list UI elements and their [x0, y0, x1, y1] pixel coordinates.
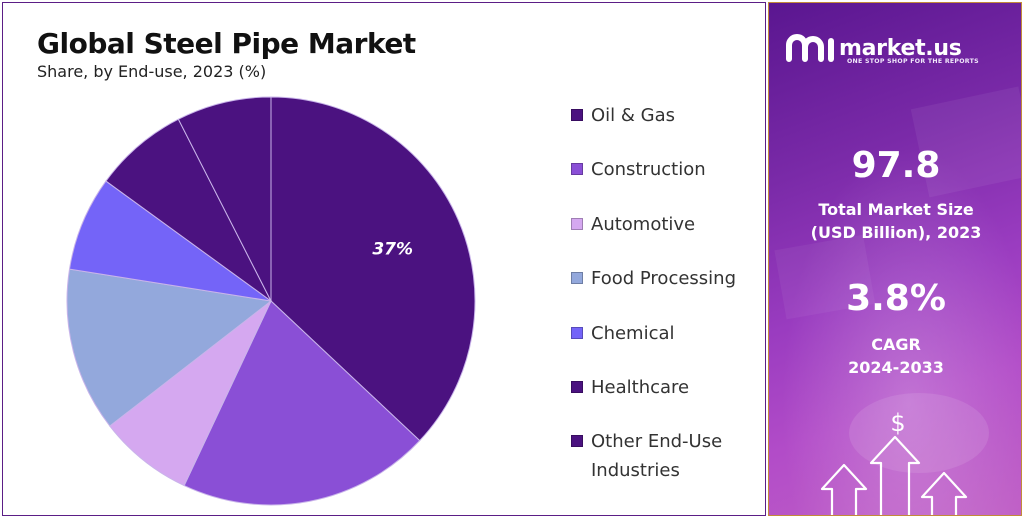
chart-panel: Global Steel Pipe Market Share, by End-u…	[2, 2, 766, 516]
brand-name: market.us	[839, 35, 962, 61]
legend-swatch	[571, 272, 583, 284]
pie-slice-healthcare	[105, 118, 272, 302]
legend-label: Oil & Gas	[591, 105, 676, 126]
pie-data-label: 37%	[372, 239, 413, 259]
legend-label: Automotive	[591, 214, 696, 235]
pie-chart: 37%	[66, 96, 476, 506]
pie-slice-oil-gas	[270, 96, 476, 442]
panel-background-decoration	[769, 3, 1021, 515]
legend-swatch	[571, 327, 583, 339]
pie-slice-chemical	[68, 180, 272, 302]
legend-swatch	[571, 163, 583, 175]
cagr-value: 3.8%	[846, 278, 946, 319]
legend-item: Oil & Gas	[571, 103, 761, 130]
market-us-logo-icon	[786, 34, 834, 62]
legend-swatch	[571, 435, 583, 447]
legend-item: Other End-Use Industries	[571, 429, 761, 485]
growth-arrows-icon: $	[820, 409, 968, 515]
pie-slice-automotive	[109, 300, 272, 487]
legend-swatch	[571, 218, 583, 230]
legend-swatch	[571, 109, 583, 121]
legend-item: Food Processing	[571, 266, 761, 293]
brand-tagline: ONE STOP SHOP FOR THE REPORTS	[847, 58, 979, 65]
market-size-label-line2: (USD Billion), 2023	[810, 223, 982, 242]
legend-item: Healthcare	[571, 375, 761, 402]
legend-item: Construction	[571, 157, 761, 184]
pie-slice-food-processing	[66, 268, 273, 427]
legend-item: Chemical	[571, 321, 761, 348]
legend-label: Healthcare	[591, 377, 690, 398]
market-size-label-line1: Total Market Size	[818, 200, 974, 219]
legend-label: Other End-Use Industries	[591, 431, 723, 481]
legend-swatch	[571, 381, 583, 393]
legend-label: Food Processing	[591, 268, 737, 289]
chart-subtitle: Share, by End-use, 2023 (%)	[37, 62, 267, 81]
legend-item: Automotive	[571, 212, 761, 239]
dollar-icon: $	[890, 409, 905, 437]
market-size-value: 97.8	[851, 145, 941, 186]
legend-label: Construction	[591, 159, 706, 180]
legend-label: Chemical	[591, 323, 675, 344]
pie-slice-construction	[183, 300, 421, 506]
summary-panel: market.us ONE STOP SHOP FOR THE REPORTS …	[768, 2, 1022, 516]
brand: market.us	[783, 31, 962, 65]
pie-slice-other-end-use-industries	[177, 96, 272, 302]
cagr-label-line1: CAGR	[871, 335, 921, 354]
chart-title: Global Steel Pipe Market	[37, 27, 416, 60]
cagr-label-line2: 2024-2033	[848, 358, 944, 377]
